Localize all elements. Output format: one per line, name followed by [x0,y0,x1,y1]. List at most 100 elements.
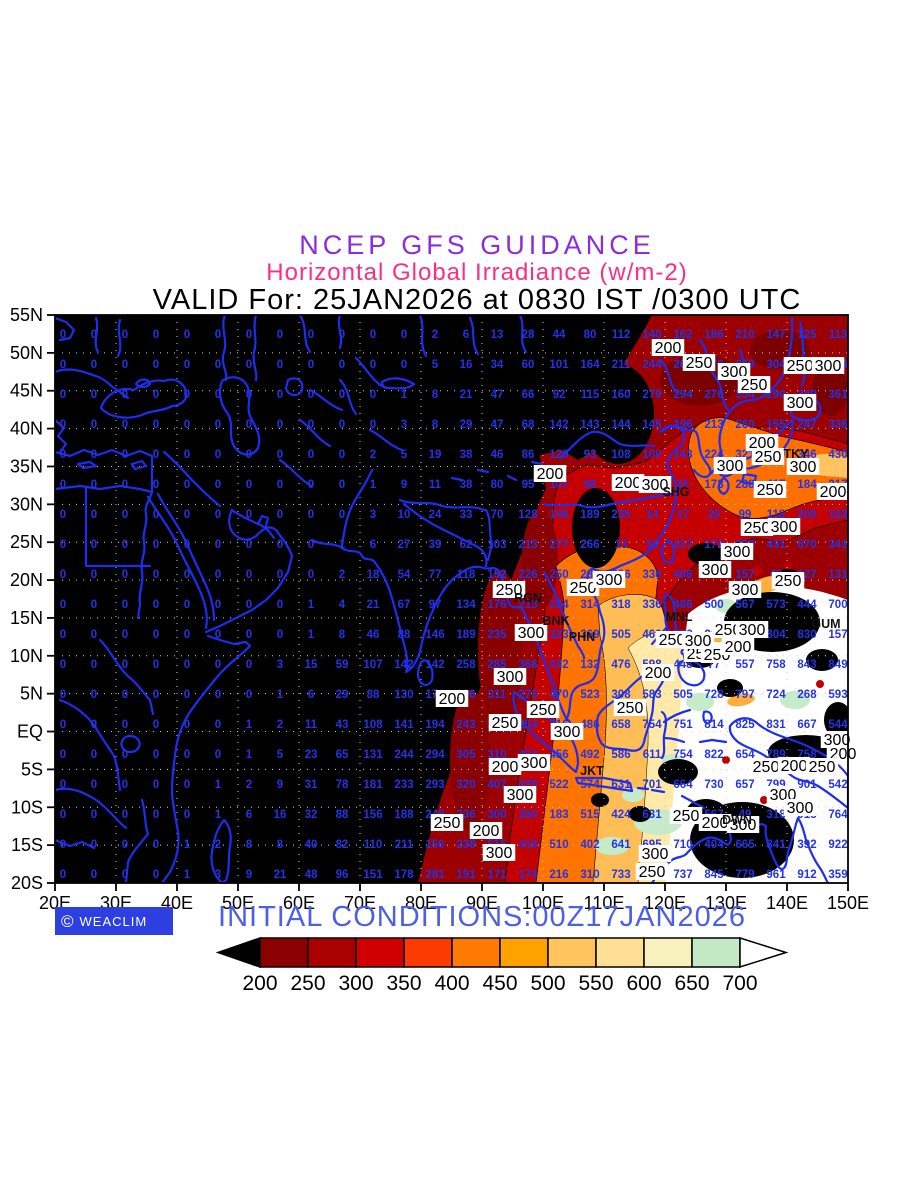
grid-value: 157 [735,569,754,581]
grid-value: 308 [611,689,631,701]
contour-label-box [651,339,685,356]
grid-value: 658 [611,719,631,731]
grid-value: 0 [277,569,283,581]
grid-value: 0 [122,719,128,731]
grid-value: 0 [122,329,128,341]
grid-value: 164 [580,359,600,371]
grid-value: 46 [491,449,504,461]
contour-label: 200 [702,815,729,832]
grid-value: 16 [274,809,287,821]
grid-value: 0 [60,869,66,881]
colorbar-tick-label: 550 [578,972,613,995]
grid-value: 0 [122,749,128,761]
grid-value: 700 [828,599,847,611]
grid-value: 290 [766,389,785,401]
station-label: RGN [514,591,542,605]
grid-value: 21 [460,389,473,401]
lat-label: 20S [11,873,43,893]
grid-value: 211 [612,359,631,371]
colorbar-tick-label: 500 [530,972,565,995]
grid-value: 0 [215,449,221,461]
grid-value: 0 [277,389,283,401]
grid-value: 402 [580,839,599,851]
colorbar-tick-label: 200 [242,972,277,995]
grid-value: 305 [456,749,476,761]
grid-value: 0 [184,509,190,521]
grid-value: 0 [153,479,159,491]
grid-value: 16 [460,359,473,371]
grid-value: 0 [91,479,97,491]
grid-value: 0 [339,389,345,401]
contour-label-box [488,758,522,775]
grid-value: 486 [673,599,692,611]
grid-value: 9 [401,479,407,491]
contour-label: 300 [724,544,751,561]
grid-value: 1 [184,869,191,881]
colorbar-segment [355,937,405,968]
contour-label-box [698,561,732,578]
grid-value: 0 [184,779,190,791]
coast-central-asia [278,315,528,488]
coast-india [310,460,544,686]
grid-value: 476 [611,659,630,671]
colorbar-tick-label: 300 [338,972,373,995]
contour-label-box [735,621,769,638]
colorbar-segment [691,937,741,968]
contour-label-box [767,518,801,535]
grid-value: 5 [277,749,284,761]
grid-value: 0 [184,449,190,461]
contour-label-box [826,745,860,762]
grid-value: 31 [305,779,318,791]
lat-label: 5N [20,684,43,704]
grid-value: 320 [456,779,475,791]
grid-value: 2 [246,779,252,791]
grid-value: 0 [60,329,66,341]
contour-label: 200 [537,466,564,483]
grid-value: 0 [184,719,190,731]
grid-value: 27 [398,539,411,551]
grid-value: 0 [277,599,283,611]
grid-value: 172 [704,539,723,551]
grid-value: 0 [91,359,97,371]
grid-value: 65 [336,749,349,761]
contour-label: 200 [725,639,752,656]
grid-value: 244 [642,359,662,371]
grid-value: 14 [646,509,659,521]
grid-value: 3 [277,659,283,671]
contour-label: 300 [730,817,757,834]
contour-label: 300 [771,519,798,536]
grid-value: 211 [395,839,414,851]
grid-value: 404 [704,839,724,851]
grid-value: 0 [91,839,97,851]
page-title: NCEP GFS GUIDANCE [299,230,655,260]
weaclim-logo-text: WEACLIM [79,913,148,929]
grid-value: 664 [673,779,693,791]
grid-value: 0 [184,359,190,371]
colorbar-segment [547,937,597,968]
grid-value: 19 [429,449,442,461]
grid-value: 0 [60,509,66,521]
grid-value: 1 [246,719,253,731]
grid-value: 369 [580,629,599,641]
grid-value: 901 [797,779,817,791]
axes: 55N 50N 45N 40N 35N 30N 25N 20N 15N 10N 5N EQ 5S 10S 1… [10,305,869,913]
grid-value: 59 [336,659,349,671]
grid-value: 0 [60,659,66,671]
grid-value: 0 [246,479,252,491]
grid-value: 641 [611,839,631,851]
grid-value: 18 [367,569,380,581]
lat-label: 10N [10,646,43,666]
contour-label: 300 [824,732,851,749]
grid-value: 17 [677,509,690,521]
grid-value: 407 [487,779,506,791]
grid-value: 1 [401,389,408,401]
field-darkred-patch [478,570,522,730]
grid-value: 0 [91,509,97,521]
grid-value: 34 [491,359,504,371]
grid-value: 0 [60,719,66,731]
grid-value: 47 [491,389,504,401]
grid-value: 146 [425,629,444,641]
grid-value: 667 [797,719,816,731]
station-label: SHG [662,485,689,499]
grid-value: 0 [122,629,128,641]
